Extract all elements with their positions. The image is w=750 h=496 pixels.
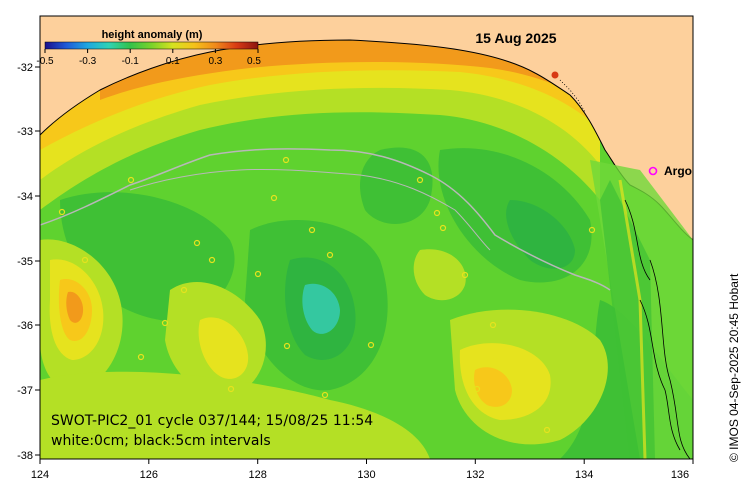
contour-line [639,299,681,451]
anomaly-patch [413,249,466,301]
shelf-contour [129,168,491,251]
contour-line [624,199,651,281]
colorbar: height anomaly (m) -0.5 -0.3 -0.1 0.1 0.… [36,29,261,67]
anomaly-patch [40,371,430,459]
colorbar-tick: 0.5 [247,56,261,67]
swot-info-line-1: SWOT-PIC2_01 cycle 037/144; 15/08/25 11:… [51,413,373,429]
coastline-detail [559,79,586,113]
colorbar-tick: -0.1 [122,56,140,67]
anomaly-patch [66,291,84,323]
x-tick-label: 126 [140,469,158,481]
y-tick-label: -33 [17,126,33,138]
swot-info-line-2: white:0cm; black:5cm intervals [51,433,271,449]
y-tick-label: -36 [17,320,33,332]
y-tick-label: -32 [17,62,33,74]
argo-legend-marker [648,166,658,176]
colorbar-gradient [44,41,259,50]
colorbar-tick: -0.3 [79,56,97,67]
contour-line [649,259,691,459]
date-title: 15 Aug 2025 [475,30,556,46]
x-tick-label: 124 [31,469,49,481]
y-tick-label: -35 [17,256,33,268]
anomaly-patch [198,317,249,379]
anomaly-patch [474,367,512,407]
x-tick-label: 130 [357,469,375,481]
land-mass [40,16,693,240]
y-tick-label: -37 [17,385,33,397]
x-tick-label: 136 [671,469,689,481]
x-tick-label: 134 [575,469,593,481]
y-tick-label: -34 [17,191,33,203]
imos-credit: © IMOS 04-Sep-2025 20:45 Hobart [727,273,741,462]
argo-legend: Argo [648,164,692,178]
anomaly-patch [302,283,340,334]
map-plot-area [40,16,693,459]
argo-floats [58,156,596,434]
shelf-contour [40,148,611,291]
y-tick-label: -38 [17,450,33,462]
colorbar-tick: 0.3 [208,56,222,67]
swot-swath [600,180,655,459]
x-tick-label: 132 [466,469,484,481]
colorbar-tick: 0.1 [166,56,180,67]
x-axis: 124 126 128 130 132 134 136 [31,459,694,481]
argo-legend-label: Argo [664,164,692,178]
coastal-marker [551,71,559,79]
y-axis: -32 -33 -34 -35 -36 -37 -38 [17,62,40,462]
colorbar-title: height anomaly (m) [102,29,203,41]
x-tick-label: 128 [249,469,267,481]
anomaly-patch [360,147,433,224]
colorbar-tick: -0.5 [36,56,54,67]
